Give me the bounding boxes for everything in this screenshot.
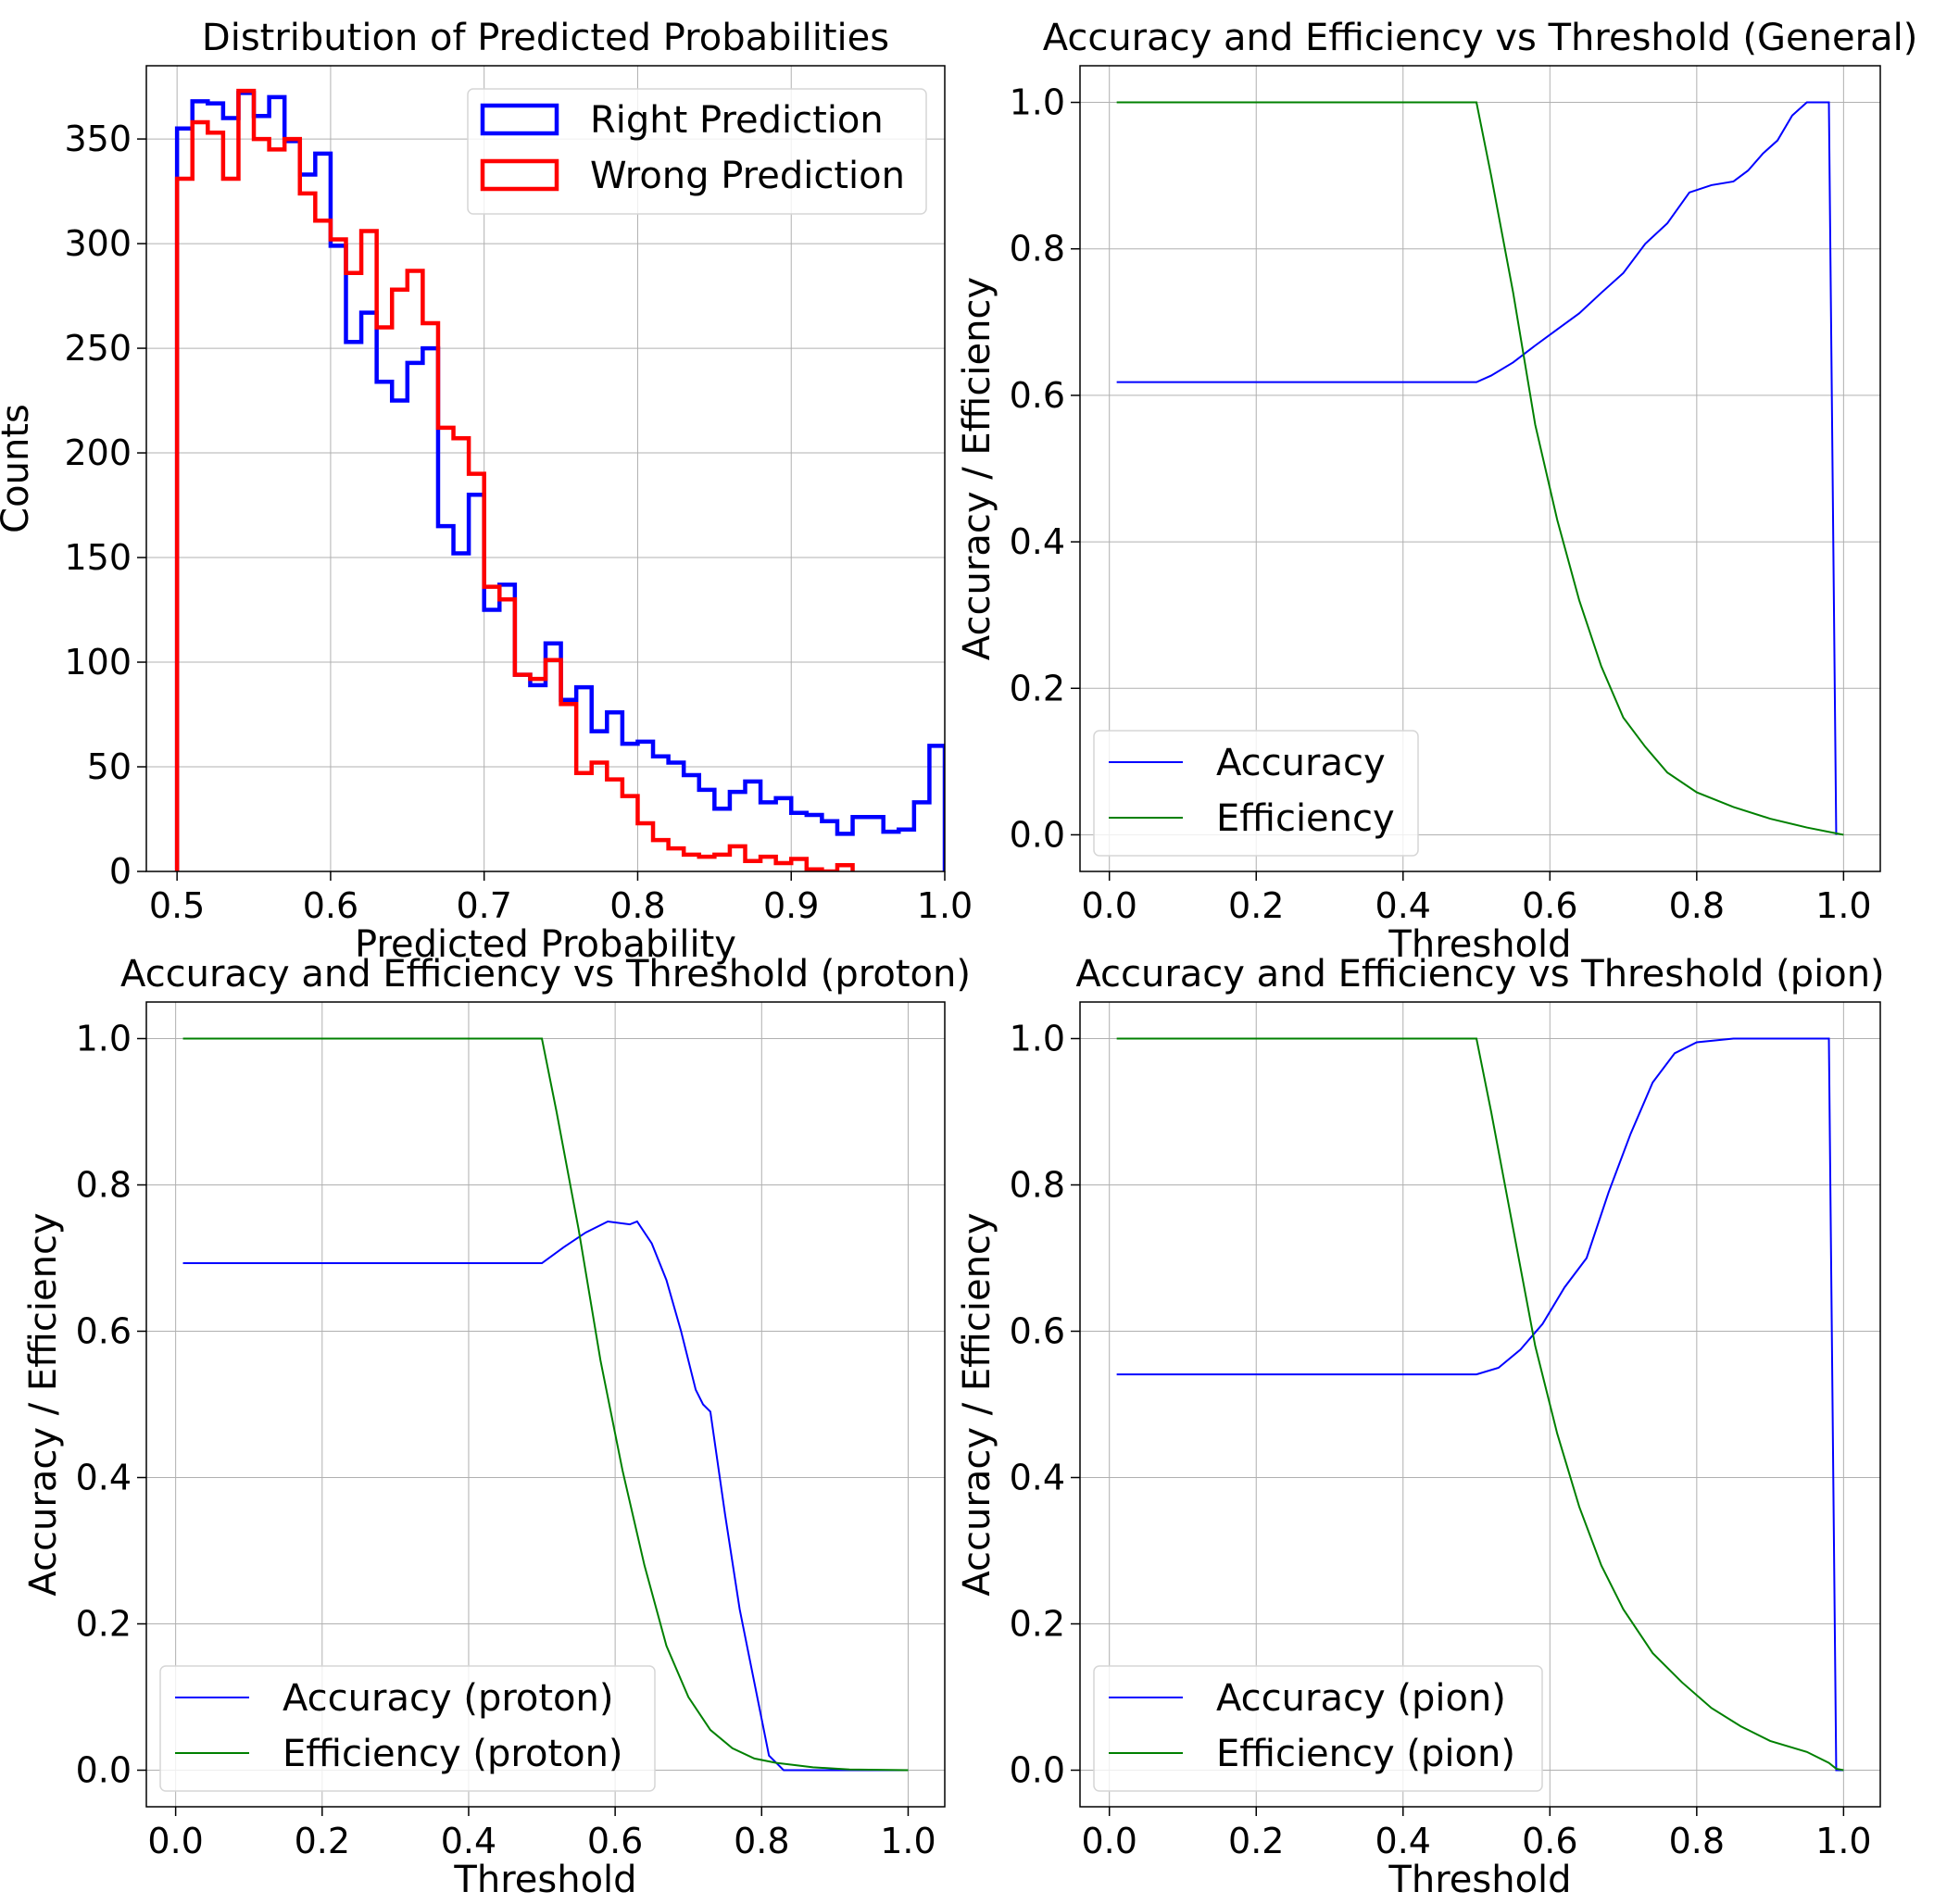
x-tick-label: 0.8 (609, 885, 665, 926)
y-tick-label: 0.4 (76, 1458, 132, 1498)
x-tick-label: 1.0 (1815, 885, 1871, 926)
legend-label: Accuracy (proton) (283, 1677, 613, 1720)
x-tick-label: 0.6 (1522, 885, 1577, 926)
y-tick-label: 0.8 (1010, 1165, 1065, 1206)
y-axis-label: Accuracy / Efficiency (956, 1212, 998, 1596)
x-tick-label: 0.0 (147, 1821, 203, 1861)
legend-label: Efficiency (proton) (283, 1733, 623, 1775)
line-series-efficiency (182, 1037, 909, 1772)
y-tick-label: 0.0 (1010, 814, 1065, 855)
x-tick-label: 0.4 (441, 1821, 496, 1861)
legend-label: Right Prediction (590, 99, 884, 142)
y-tick-label: 1.0 (1010, 1019, 1065, 1059)
x-tick-label: 0.6 (1522, 1821, 1577, 1861)
chart-title: Accuracy and Efficiency vs Threshold (pr… (120, 953, 971, 996)
legend-swatch-right (480, 103, 559, 136)
y-axis-label: Accuracy / Efficiency (956, 277, 998, 660)
line-series-accuracy (1116, 1037, 1844, 1772)
chart-panel-3: 0.0 0.2 0.4 0.6 0.8 1.0 0.0 0.2 0.4 0.6 0.8 1.0 Accu… (22, 953, 971, 1901)
x-tick-label: 0.0 (1081, 1821, 1137, 1861)
y-tick-label: 1.0 (1010, 82, 1065, 123)
chart-title: Distribution of Predicted Probabilities (202, 17, 889, 59)
x-tick-label: 1.0 (880, 1821, 936, 1861)
y-tick-label: 0.8 (1010, 229, 1065, 269)
y-tick-label: 200 (64, 432, 132, 473)
y-tick-label: 50 (87, 746, 132, 787)
x-tick-label: 0.2 (1228, 885, 1284, 926)
line-series-accuracy (1116, 101, 1838, 835)
x-tick-label: 0.5 (149, 885, 205, 926)
plot-area (1116, 1037, 1844, 1772)
y-tick-label: 0.6 (1010, 1311, 1065, 1352)
line-series-accuracy (182, 1220, 909, 1772)
chart-panel-1: 0.5 0.6 0.7 0.8 0.9 1.0 0 50 100 150 200 250 300 350 D… (0, 17, 973, 966)
x-tick-label: 0.8 (1669, 885, 1725, 926)
x-tick-label: 1.0 (1815, 1821, 1871, 1861)
x-tick-label: 0.2 (295, 1821, 350, 1861)
y-tick-label: 0.0 (1010, 1750, 1065, 1791)
axes-frame (1079, 65, 1881, 872)
x-tick-label: 1.0 (917, 885, 973, 926)
line-series-efficiency (1116, 1037, 1844, 1772)
y-tick-label: 0.2 (1010, 668, 1065, 708)
y-tick-label: 0.2 (76, 1604, 132, 1645)
y-tick-label: 1.0 (76, 1019, 132, 1059)
line-series-efficiency (1116, 101, 1844, 836)
x-tick-label: 0.2 (1228, 1821, 1284, 1861)
y-tick-label: 0.8 (76, 1165, 132, 1206)
x-tick-label: 0.8 (734, 1821, 789, 1861)
y-tick-label: 0.0 (76, 1750, 132, 1791)
y-tick-label: 250 (64, 328, 132, 369)
legend-label: Accuracy (1216, 742, 1386, 784)
legend-box (467, 88, 927, 215)
legend-label: Accuracy (pion) (1216, 1677, 1506, 1720)
y-tick-label: 0.2 (1010, 1604, 1065, 1645)
y-tick-label: 0.4 (1010, 1458, 1065, 1498)
y-tick-label: 150 (64, 537, 132, 578)
x-tick-label: 0.6 (303, 885, 358, 926)
legend-label: Efficiency (1216, 797, 1395, 840)
legend: Accuracy Efficiency (1093, 730, 1419, 857)
chart-title: Accuracy and Efficiency vs Threshold (Ge… (1043, 17, 1918, 59)
chart-title: Accuracy and Efficiency vs Threshold (pi… (1075, 953, 1884, 996)
x-tick-label: 0.8 (1669, 1821, 1725, 1861)
x-axis-label: Predicted Probability (355, 923, 736, 966)
axes-frame (145, 65, 946, 872)
x-axis-label: Threshold (1388, 923, 1571, 966)
y-axis-label: Counts (0, 404, 37, 533)
y-tick-label: 300 (64, 223, 132, 264)
legend-box (159, 1665, 656, 1792)
x-tick-label: 0.4 (1375, 1821, 1431, 1861)
y-tick-label: 0.6 (1010, 375, 1065, 416)
x-axis-label: Threshold (453, 1859, 636, 1901)
histogram-series-wrong-prediction (174, 88, 855, 871)
y-tick-label: 0.4 (1010, 521, 1065, 562)
plot-area (174, 88, 945, 871)
y-tick-label: 350 (64, 119, 132, 159)
x-tick-label: 0.6 (587, 1821, 643, 1861)
axes-frame (145, 1001, 946, 1808)
legend-label: Efficiency (pion) (1216, 1733, 1515, 1775)
legend: Accuracy (proton) Efficiency (proton) (159, 1665, 656, 1792)
y-tick-label: 0.6 (76, 1311, 132, 1352)
axes-frame (1079, 1001, 1881, 1808)
chart-panel-2: 0.0 0.2 0.4 0.6 0.8 1.0 0.0 0.2 0.4 0.6 0.8 1.0 Accu… (956, 17, 1917, 966)
y-tick-label: 100 (64, 642, 132, 683)
legend-box (1093, 1665, 1543, 1792)
x-axis-label: Threshold (1388, 1859, 1571, 1901)
legend-label: Wrong Prediction (590, 155, 905, 197)
legend: Right Prediction Wrong Prediction (467, 88, 927, 215)
x-tick-label: 0.9 (763, 885, 819, 926)
y-tick-label: 0 (109, 851, 132, 892)
y-axis-label: Accuracy / Efficiency (22, 1212, 65, 1596)
x-tick-label: 0.0 (1081, 885, 1137, 926)
plot-area (1116, 101, 1844, 836)
x-tick-label: 0.7 (456, 885, 511, 926)
x-tick-label: 0.4 (1375, 885, 1431, 926)
legend: Accuracy (pion) Efficiency (pion) (1093, 1665, 1543, 1792)
legend-swatch-wrong (480, 158, 559, 192)
plot-area (182, 1037, 909, 1772)
chart-panel-4: 0.0 0.2 0.4 0.6 0.8 1.00.00.20.40.60.81.0Accu… (956, 953, 1885, 1901)
